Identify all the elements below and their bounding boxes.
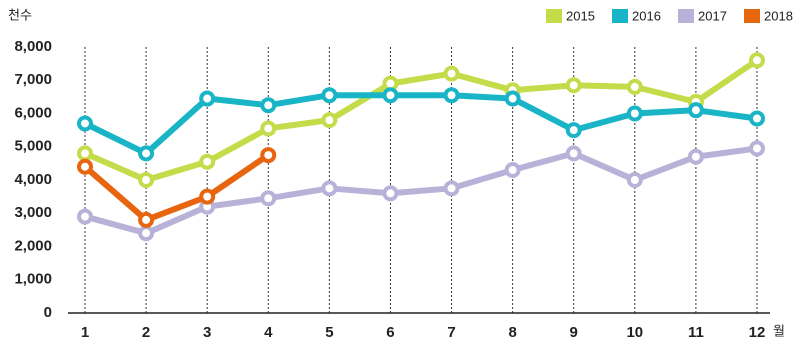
- y-tick-label: 8,000: [14, 38, 52, 55]
- y-tick-label: 2,000: [14, 237, 52, 254]
- point: [321, 112, 338, 129]
- legend-label: 2017: [698, 8, 727, 23]
- point: [687, 102, 704, 119]
- point: [443, 87, 460, 104]
- point: [504, 90, 521, 107]
- point: [138, 211, 155, 228]
- x-tick-label: 8: [508, 324, 516, 341]
- point: [565, 77, 582, 94]
- point: [138, 225, 155, 242]
- y-axis-label: 천수: [8, 7, 32, 22]
- point: [565, 122, 582, 139]
- x-tick-label: 5: [325, 324, 333, 341]
- y-tick-label: 7,000: [14, 71, 52, 88]
- point: [626, 105, 643, 122]
- x-tick-label: 4: [264, 324, 273, 341]
- x-tick-label: 9: [570, 324, 578, 341]
- point: [77, 208, 93, 225]
- point: [199, 153, 216, 170]
- x-tick-label: 10: [626, 324, 643, 341]
- point: [260, 120, 277, 137]
- point: [321, 87, 338, 104]
- point: [138, 145, 155, 162]
- series-line: [83, 152, 270, 223]
- point: [77, 145, 93, 162]
- legend-label: 2016: [632, 8, 661, 23]
- y-tick-label: 6,000: [14, 104, 52, 121]
- x-tick-label: 6: [386, 324, 394, 341]
- series-line: [84, 145, 758, 237]
- y-tick-label: 3,000: [14, 204, 52, 221]
- point: [138, 172, 155, 188]
- legend-swatch: [612, 9, 628, 23]
- y-tick-label: 4,000: [14, 171, 52, 188]
- series-line: [83, 57, 759, 183]
- point: [626, 172, 643, 188]
- x-tick-label: 12: [749, 324, 766, 341]
- point: [443, 65, 460, 82]
- point: [565, 145, 582, 162]
- point: [260, 147, 277, 164]
- x-tick-label: 7: [447, 324, 455, 341]
- point: [687, 148, 704, 165]
- point: [749, 140, 765, 157]
- x-tick-label: 11: [688, 324, 704, 341]
- point: [199, 90, 216, 107]
- point: [321, 180, 338, 197]
- legend-label: 2018: [764, 8, 793, 23]
- x-axis-label: 월: [773, 323, 785, 338]
- legend-swatch: [678, 9, 694, 23]
- point: [77, 158, 93, 175]
- point: [260, 97, 277, 114]
- legend-label: 2015: [566, 8, 595, 23]
- point: [749, 110, 765, 127]
- point: [199, 188, 216, 205]
- x-tick-label: 3: [203, 324, 211, 341]
- point: [504, 162, 521, 179]
- point: [382, 87, 399, 104]
- point: [77, 115, 93, 132]
- series-line: [83, 92, 758, 157]
- legend-swatch: [744, 9, 760, 23]
- point: [260, 190, 277, 207]
- point: [382, 185, 399, 202]
- legend-swatch: [546, 9, 562, 23]
- y-tick-label: 1,000: [14, 271, 52, 288]
- y-tick-label: 0: [44, 304, 52, 321]
- point: [749, 52, 765, 69]
- x-tick-label: 1: [81, 324, 89, 341]
- y-tick-label: 5,000: [14, 138, 52, 155]
- point: [626, 78, 643, 95]
- point: [443, 180, 460, 197]
- x-tick-label: 2: [142, 324, 150, 341]
